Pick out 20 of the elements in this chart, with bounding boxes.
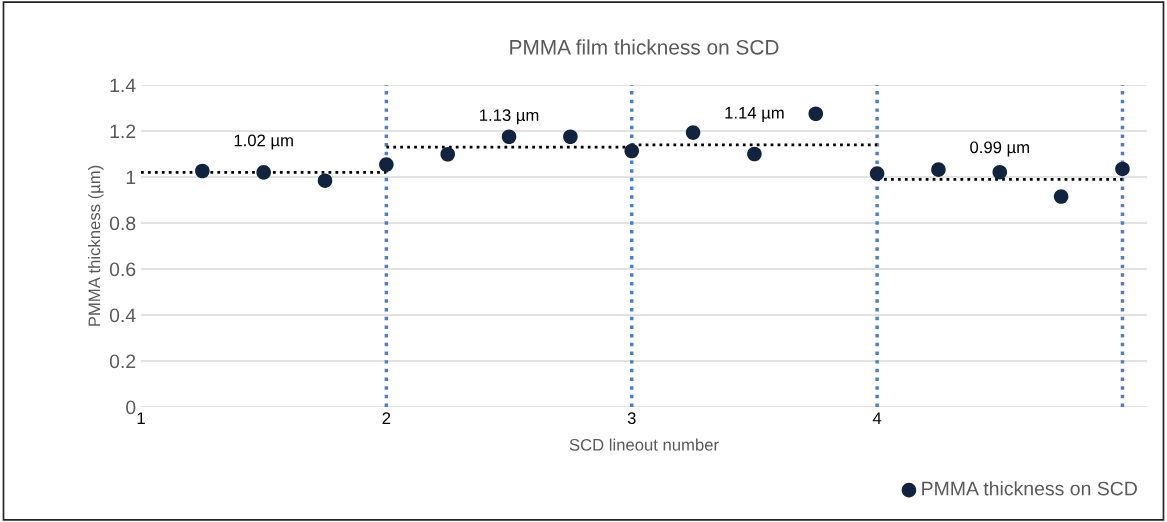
x-tick-label: 2 <box>382 412 391 424</box>
y-tick-label: 0 <box>126 400 136 415</box>
y-tick-label: 0.8 <box>109 216 136 231</box>
y-axis-title: PMMA thickness (µm) <box>88 165 104 326</box>
annotation: 1.02 µm <box>234 134 293 150</box>
y-tick-label: 1 <box>126 170 136 185</box>
x-tick-label: 3 <box>627 412 636 425</box>
y-tick-label: 1.2 <box>110 124 136 139</box>
y-tick-label: 1.4 <box>110 78 136 93</box>
y-tick-label: 0.2 <box>109 354 136 369</box>
chart-title: PMMA film thickness on SCD <box>510 39 779 55</box>
x-tick-label: 4 <box>872 412 882 424</box>
annotation: 1.14 µm <box>725 107 784 123</box>
annotation: 1.13 µm <box>480 109 539 125</box>
annotation: 0.99 µm <box>970 141 1029 157</box>
x-axis-title: SCD lineout number <box>569 438 719 451</box>
y-tick-label: 0.4 <box>109 308 136 323</box>
x-tick-label: 1 <box>137 412 145 424</box>
legend-label: PMMA thickness on SCD <box>922 481 1137 496</box>
y-tick-label: 0.6 <box>109 262 136 277</box>
